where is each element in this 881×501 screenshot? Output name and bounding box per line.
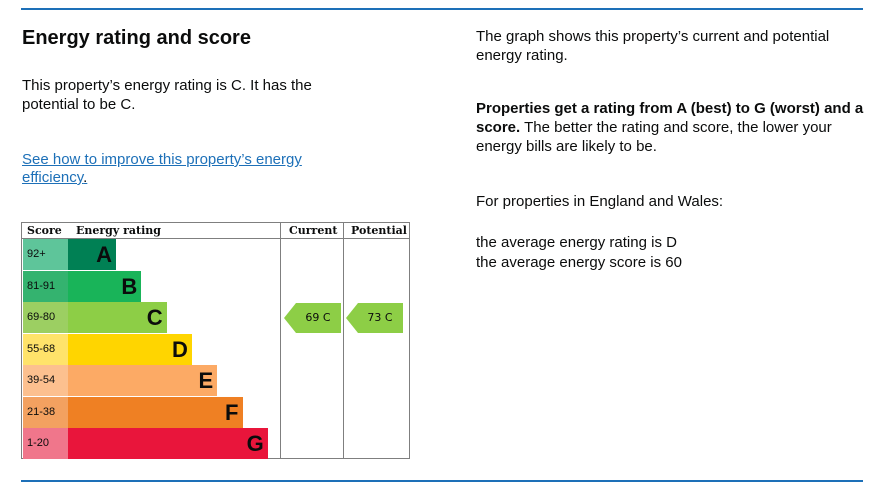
average-rating: the average energy rating is D: [476, 234, 677, 251]
header-current: Current: [289, 224, 338, 237]
band-bar: B: [68, 270, 142, 302]
band-score: 55-68: [23, 333, 68, 365]
band-bar: F: [68, 396, 243, 428]
graph-column-divider-potential: [343, 223, 344, 458]
improve-efficiency-link[interactable]: See how to improve this property’s energ…: [22, 151, 302, 186]
top-divider: [21, 8, 863, 10]
energy-rating-graph: Score Energy rating Current Potential 92…: [21, 222, 410, 459]
link-suffix: .: [83, 169, 88, 186]
average-score: the average energy score is 60: [476, 254, 682, 271]
rating-summary: This property’s energy rating is C. It h…: [22, 77, 312, 113]
improve-efficiency-link-wrapper: See how to improve this property’s energ…: [22, 151, 352, 187]
header-energy-rating: Energy rating: [76, 224, 161, 237]
section-heading: Energy rating and score: [22, 27, 251, 49]
band-score: 1-20: [23, 428, 68, 459]
rating-explanation-rest: The better the rating and score, the low…: [476, 119, 832, 155]
band-bar: E: [68, 365, 218, 396]
band-score: 92+: [23, 239, 68, 270]
band-bar: D: [68, 333, 192, 365]
band-letter: F: [225, 399, 239, 425]
band-bar: A: [68, 239, 116, 270]
band-letter: A: [96, 242, 112, 267]
band-score: 81-91: [23, 270, 68, 302]
band-bar: C: [68, 302, 167, 333]
current-rating-arrow: 69 C: [284, 302, 341, 333]
band-score: 39-54: [23, 365, 68, 396]
band-letter: D: [172, 336, 188, 362]
graph-explanation: The graph shows this property’s current …: [476, 28, 830, 64]
current-rating-arrow-label: 69 C: [305, 310, 331, 324]
average-info: the average energy rating is D the avera…: [476, 233, 871, 273]
band-score: 69-80: [23, 302, 68, 333]
band-letter: G: [246, 431, 264, 456]
potential-rating-arrow-label: 73 C: [367, 310, 393, 324]
band-letter: E: [198, 368, 214, 393]
graph-column-divider-current: [280, 223, 281, 458]
header-score: Score: [27, 224, 62, 237]
rating-explanation-bold: Properties get a rating from A (best) to…: [476, 100, 864, 136]
header-potential: Potential: [351, 224, 407, 237]
band-score: 21-38: [23, 396, 68, 428]
bottom-divider: [21, 480, 863, 482]
region-note: For properties in England and Wales:: [476, 193, 724, 210]
graph-header-divider: [22, 238, 409, 239]
band-bar: G: [68, 428, 268, 459]
rating-explanation: Properties get a rating from A (best) to…: [476, 99, 871, 156]
band-letter: C: [146, 305, 163, 330]
band-letter: B: [121, 273, 138, 299]
potential-rating-arrow: 73 C: [346, 302, 403, 333]
